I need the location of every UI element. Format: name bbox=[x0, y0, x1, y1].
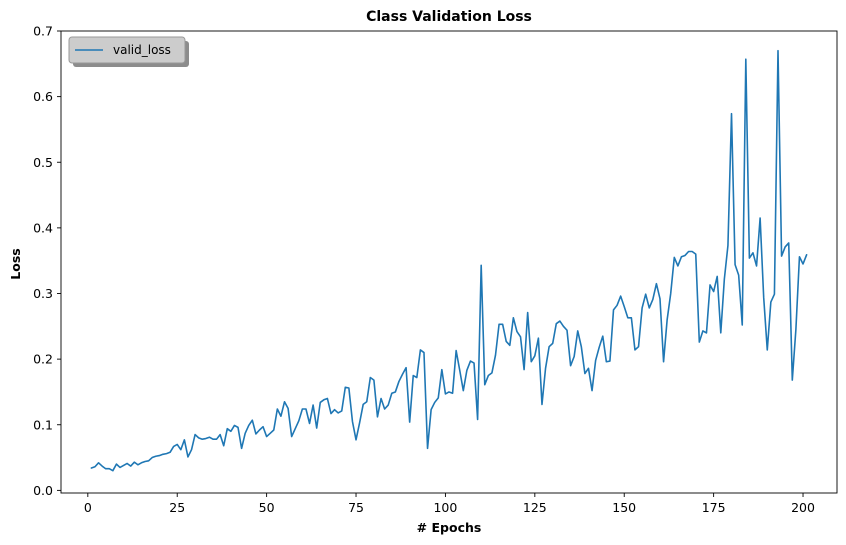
plot-frame bbox=[60, 30, 838, 494]
x-tick-label: 75 bbox=[348, 500, 364, 515]
series-line-valid-loss bbox=[90, 49, 808, 472]
y-tick-label: 0.7 bbox=[33, 24, 53, 39]
x-tick-label: 50 bbox=[259, 500, 275, 515]
x-axis-label: # Epochs bbox=[417, 520, 482, 535]
y-tick-label: 0.3 bbox=[33, 286, 53, 301]
legend-box bbox=[68, 36, 186, 64]
x-tick-label: 0 bbox=[84, 500, 92, 515]
y-tick-label: 0.4 bbox=[33, 220, 53, 235]
y-tick-label: 0.6 bbox=[33, 89, 53, 104]
legend: valid_loss bbox=[68, 36, 189, 67]
y-tick-label: 0.1 bbox=[33, 417, 53, 432]
x-tick-label: 175 bbox=[702, 500, 726, 515]
x-tick-label: 150 bbox=[612, 500, 636, 515]
x-tick-label: 100 bbox=[433, 500, 457, 515]
x-tick-label: 125 bbox=[523, 500, 547, 515]
chart-title: Class Validation Loss bbox=[366, 9, 532, 25]
x-tick-label: 200 bbox=[791, 500, 815, 515]
y-axis-label: Loss bbox=[8, 248, 23, 279]
y-tick-label: 0.0 bbox=[33, 483, 53, 498]
y-tick-label: 0.5 bbox=[33, 155, 53, 170]
x-tick-label: 25 bbox=[169, 500, 185, 515]
legend-label-valid-loss: valid_loss bbox=[113, 43, 171, 57]
y-tick-label: 0.2 bbox=[33, 352, 53, 367]
